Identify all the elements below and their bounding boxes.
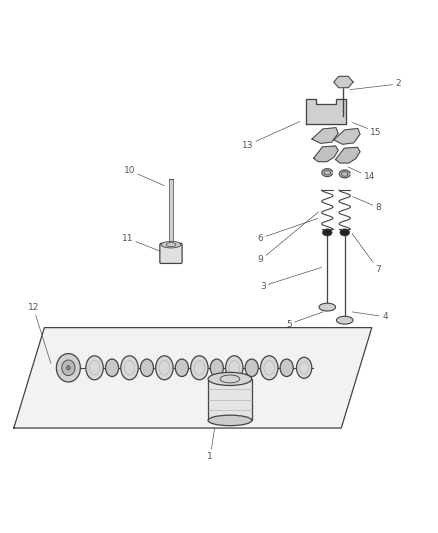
Polygon shape — [339, 170, 350, 178]
Ellipse shape — [319, 303, 336, 311]
Ellipse shape — [141, 359, 153, 376]
Ellipse shape — [208, 415, 252, 426]
Ellipse shape — [191, 356, 208, 380]
Polygon shape — [312, 128, 338, 143]
Ellipse shape — [62, 360, 75, 376]
Ellipse shape — [226, 356, 243, 380]
Ellipse shape — [336, 316, 353, 324]
Polygon shape — [322, 169, 332, 176]
Ellipse shape — [261, 356, 278, 380]
Ellipse shape — [297, 357, 312, 378]
Polygon shape — [336, 147, 360, 163]
Text: 14: 14 — [348, 167, 375, 182]
Ellipse shape — [322, 229, 332, 236]
Text: 12: 12 — [28, 303, 51, 364]
Text: 8: 8 — [353, 197, 381, 212]
Ellipse shape — [106, 359, 119, 376]
FancyBboxPatch shape — [160, 244, 182, 263]
Ellipse shape — [161, 241, 181, 248]
Polygon shape — [334, 128, 360, 144]
Ellipse shape — [245, 359, 258, 376]
Ellipse shape — [67, 366, 70, 370]
Text: 11: 11 — [122, 233, 160, 251]
Ellipse shape — [208, 373, 252, 385]
Text: 3: 3 — [260, 268, 321, 290]
Text: 6: 6 — [258, 219, 318, 243]
Text: 13: 13 — [242, 122, 300, 150]
Text: 10: 10 — [124, 166, 164, 185]
Ellipse shape — [280, 359, 293, 376]
Polygon shape — [334, 76, 353, 88]
Text: 4: 4 — [352, 312, 388, 321]
Bar — [169, 179, 173, 245]
Text: 7: 7 — [352, 234, 381, 274]
Text: 15: 15 — [353, 123, 382, 136]
Ellipse shape — [86, 356, 103, 380]
Text: 9: 9 — [258, 212, 318, 264]
Bar — [208, 379, 252, 421]
Ellipse shape — [57, 353, 81, 382]
Ellipse shape — [210, 359, 223, 376]
Polygon shape — [306, 100, 346, 124]
Ellipse shape — [340, 229, 350, 236]
Polygon shape — [314, 146, 338, 161]
Text: 5: 5 — [286, 312, 323, 329]
Text: 2: 2 — [350, 79, 401, 90]
Ellipse shape — [121, 356, 138, 380]
Polygon shape — [14, 328, 372, 428]
Ellipse shape — [155, 356, 173, 380]
Text: 1: 1 — [207, 428, 215, 461]
Ellipse shape — [175, 359, 188, 376]
